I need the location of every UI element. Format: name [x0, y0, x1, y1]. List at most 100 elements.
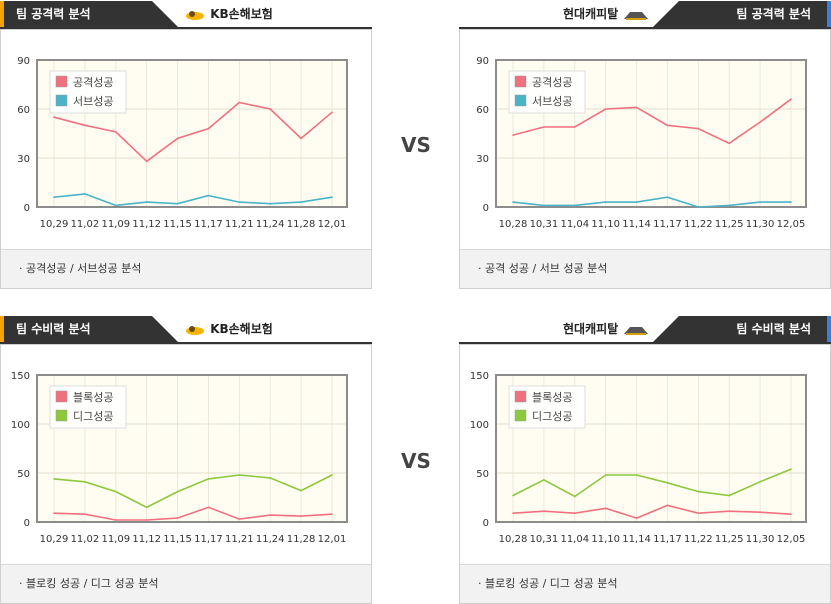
x-tick-label: 11,09	[101, 219, 130, 230]
series-line	[512, 196, 791, 208]
y-tick-label: 50	[476, 469, 489, 480]
data-point	[176, 490, 179, 493]
data-point	[759, 121, 761, 123]
panel-title: 팀 수비력 분석	[653, 316, 831, 342]
data-point	[728, 204, 731, 207]
data-point	[697, 512, 700, 514]
data-point	[604, 108, 607, 110]
data-point	[790, 201, 792, 203]
kb-insurance-logo-icon	[186, 10, 204, 20]
chart-box: 0 50 100 150 10,29 11,02 11,09 11,12 11,15 11,17 1…	[0, 344, 372, 604]
chart-area: 0 30 60 90 10,28 10,31 11,04 11,10 11,14 11,17 11,…	[460, 30, 830, 249]
legend-swatch	[514, 94, 527, 107]
hyundai-capital-logo-icon	[624, 11, 649, 20]
header-rule	[0, 27, 372, 29]
data-point	[635, 106, 638, 109]
data-point	[512, 512, 514, 514]
data-point	[114, 519, 117, 521]
data-point	[207, 194, 210, 197]
chart-area: 0 50 100 150 10,28 10,31 11,04 11,10 11,14 11,17 1…	[460, 345, 830, 564]
y-tick-label: 150	[11, 371, 30, 382]
legend-entry: 블록성공	[532, 391, 572, 404]
data-point	[512, 494, 514, 497]
data-point	[635, 201, 638, 203]
panel-header: 팀 공격력 분석 KB손해보험	[0, 0, 372, 29]
chart-caption: · 블로킹 성공 / 디그 성공 분석	[460, 564, 830, 603]
data-point	[512, 201, 514, 203]
x-tick-label: 11,12	[132, 219, 161, 230]
plot-frame	[36, 374, 348, 523]
x-tick-label: 10,31	[530, 534, 559, 545]
x-tick-label: 11,15	[163, 534, 192, 545]
legend-entry: 공격성공	[532, 76, 572, 89]
data-point	[269, 514, 272, 516]
chart-caption: · 공격성공 / 서브성공 분석	[1, 249, 371, 288]
data-point	[543, 510, 545, 513]
team-name: KB손해보험	[184, 5, 273, 22]
y-tick-label: 30	[17, 154, 30, 165]
data-point	[176, 517, 179, 519]
header-rule	[459, 27, 831, 29]
series-line	[53, 101, 333, 163]
x-tick-label: 11,17	[194, 534, 223, 545]
legend-entry: 공격성공	[73, 76, 113, 89]
panel-header: 현대캐피탈 팀 수비력 분석	[459, 315, 831, 344]
data-point	[573, 126, 576, 128]
data-point	[84, 481, 86, 483]
x-tick-label: 10,31	[530, 219, 559, 230]
legend-swatch	[514, 409, 527, 422]
data-point	[300, 201, 302, 203]
data-point	[543, 204, 545, 207]
series-line	[53, 193, 333, 207]
y-tick-label: 0	[483, 518, 489, 529]
data-point	[269, 477, 272, 479]
x-tick-label: 11,25	[715, 219, 744, 230]
kb-insurance-logo-icon	[186, 325, 204, 335]
data-point	[728, 142, 731, 145]
data-point	[759, 201, 761, 203]
x-tick-label: 11,14	[622, 219, 651, 230]
x-tick-label: 11,09	[101, 534, 130, 545]
data-point	[697, 490, 700, 493]
data-point	[604, 474, 607, 476]
x-tick-label: 11,24	[256, 219, 285, 230]
data-point	[697, 127, 700, 130]
x-tick-label: 11,10	[591, 534, 620, 545]
x-tick-label: 11,02	[71, 534, 100, 545]
x-tick-label: 11,12	[132, 534, 161, 545]
data-point	[790, 468, 792, 470]
x-tick-label: 11,15	[163, 219, 192, 230]
data-point	[207, 127, 210, 130]
data-point	[666, 124, 669, 127]
data-point	[759, 511, 761, 513]
chart-caption: · 블로킹 성공 / 디그 성공 분석	[1, 564, 371, 603]
y-tick-label: 0	[24, 518, 30, 529]
x-tick-label: 11,17	[653, 534, 682, 545]
legend-swatch	[55, 94, 68, 107]
data-point	[176, 202, 179, 205]
vs-label: VS	[401, 449, 431, 473]
y-tick-label: 60	[17, 105, 30, 116]
data-point	[790, 98, 792, 100]
panel-title: 팀 수비력 분석	[0, 316, 178, 342]
x-tick-label: 11,25	[715, 534, 744, 545]
x-tick-label: 11,17	[653, 219, 682, 230]
data-point	[759, 481, 761, 483]
data-point	[573, 495, 576, 498]
series-line	[512, 468, 792, 498]
data-point	[114, 131, 117, 133]
legend-entry: 디그성공	[532, 410, 572, 423]
panel-header: 팀 수비력 분석 KB손해보험	[0, 315, 372, 344]
y-tick-label: 50	[17, 469, 30, 480]
data-point	[53, 116, 55, 118]
x-tick-label: 11,14	[622, 534, 651, 545]
data-point	[176, 137, 179, 140]
team-name: 현대캐피탈	[563, 320, 650, 337]
data-point	[300, 137, 302, 140]
data-point	[604, 201, 607, 203]
team-name-text: 현대캐피탈	[563, 7, 619, 21]
chart-box: 0 30 60 90 10,28 10,31 11,04 11,10 11,14 11,17 11,…	[459, 29, 831, 289]
